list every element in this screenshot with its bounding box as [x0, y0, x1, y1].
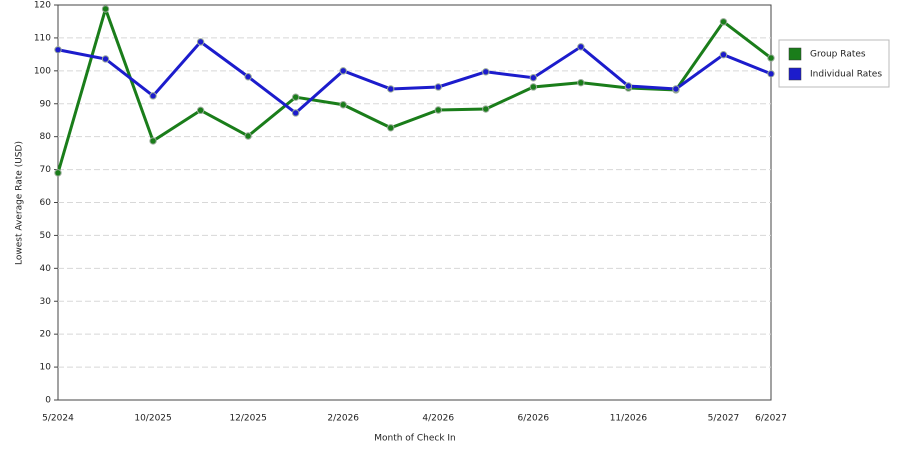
y-tick-label: 90	[40, 99, 52, 109]
y-tick-label: 0	[45, 396, 51, 406]
legend-label: Group Rates	[810, 50, 866, 60]
data-point	[101, 5, 110, 13]
x-tick-label: 5/2024	[42, 414, 74, 424]
y-tick-label: 30	[40, 297, 52, 307]
y-axis-label: Lowest Average Rate (USD)	[15, 141, 25, 265]
data-point	[577, 43, 585, 51]
y-tick-label: 60	[40, 198, 52, 208]
legend-swatch	[788, 47, 802, 61]
y-tick-label: 80	[40, 132, 52, 142]
data-point	[672, 85, 680, 93]
x-axis-label: Month of Check In	[374, 434, 456, 444]
x-tick-label: 12/2025	[229, 414, 266, 424]
y-tick-label: 40	[40, 264, 52, 274]
data-point	[244, 132, 252, 140]
x-tick-label: 5/2027	[708, 414, 740, 424]
series-line	[57, 39, 772, 115]
x-tick-label: 10/2025	[134, 414, 171, 424]
data-point	[719, 51, 728, 59]
data-point	[529, 83, 538, 91]
y-tick-label: 100	[34, 66, 51, 76]
data-point	[767, 54, 775, 62]
data-point	[54, 46, 62, 54]
x-tick-label: 2/2026	[327, 414, 359, 424]
legend-label: Individual Rates	[810, 70, 882, 80]
data-point	[434, 106, 442, 114]
y-tick-label: 120	[34, 1, 51, 11]
data-point	[387, 124, 395, 132]
legend-swatch	[788, 67, 802, 81]
y-tick-label: 70	[40, 165, 52, 175]
data-point	[149, 137, 157, 145]
data-point	[482, 105, 490, 113]
data-point	[101, 55, 110, 63]
data-point	[244, 73, 252, 81]
y-tick-label: 50	[40, 231, 52, 241]
y-tick-label: 10	[40, 363, 52, 373]
x-tick-label: 6/2027	[755, 414, 787, 424]
data-point	[196, 106, 205, 115]
data-point	[54, 169, 62, 177]
data-point	[339, 67, 347, 75]
y-tick-label: 20	[40, 330, 52, 340]
data-point	[291, 109, 300, 117]
data-point	[196, 38, 205, 46]
data-point	[434, 83, 442, 91]
x-tick-label: 4/2026	[422, 414, 454, 424]
data-point	[719, 18, 728, 26]
data-point	[291, 93, 300, 101]
data-point	[149, 92, 157, 100]
data-point	[387, 85, 395, 93]
data-point	[482, 68, 490, 76]
x-tick-label: 6/2026	[517, 414, 549, 424]
data-point	[529, 74, 538, 82]
data-point	[339, 101, 347, 109]
data-point	[624, 82, 633, 90]
y-tick-label: 110	[34, 33, 51, 43]
x-tick-label: 11/2026	[610, 414, 648, 424]
data-point	[767, 70, 775, 78]
data-point	[577, 78, 585, 87]
